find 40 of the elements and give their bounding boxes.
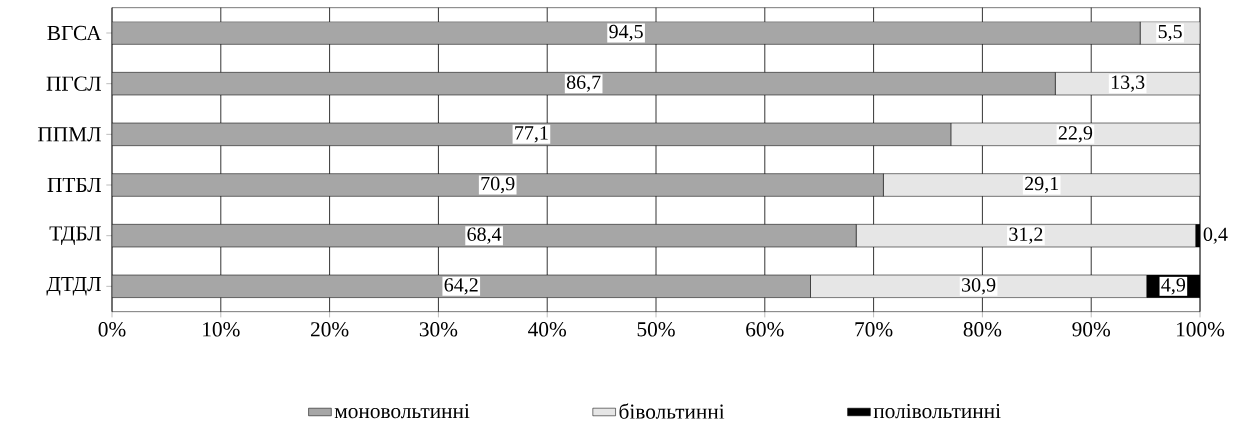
y-tick-label: ПГСЛ — [46, 76, 101, 91]
bar — [112, 72, 1056, 96]
x-tick-label: 30% — [419, 322, 458, 337]
data-label: 5,5 — [1158, 24, 1182, 42]
x-tick-label: 100% — [1177, 322, 1225, 337]
x-tick-label: 70% — [855, 322, 893, 337]
data-label: 94,5 — [609, 24, 643, 42]
x-tick-label: 80% — [963, 322, 1002, 337]
x-tick-label: 10% — [203, 322, 240, 337]
data-label: 22,9 — [1058, 126, 1093, 143]
data-label: 86,7 — [566, 75, 601, 92]
data-label: 0,4 — [1203, 227, 1228, 244]
x-tick-label: 20% — [311, 322, 349, 337]
x-tick-label: 0% — [98, 322, 126, 337]
data-label: 13,3 — [1111, 75, 1145, 92]
legend-label: полівольтинні — [873, 403, 1001, 419]
x-tick-label: 90% — [1072, 322, 1111, 337]
bar — [112, 173, 884, 197]
y-tick-label: ДТДЛ — [46, 277, 101, 296]
data-label: 30,9 — [962, 278, 996, 295]
y-tick-label: ТДБЛ — [49, 226, 101, 245]
bar — [112, 224, 857, 248]
data-label: 64,2 — [444, 278, 478, 295]
bar — [112, 21, 1141, 45]
y-tick-label: ПТБЛ — [47, 177, 101, 193]
y-tick-label: ВГСА — [47, 25, 102, 41]
bar — [112, 122, 952, 146]
data-label: 31,2 — [1009, 227, 1043, 244]
data-label: 68,4 — [467, 227, 502, 244]
data-label: 77,1 — [515, 126, 548, 143]
legend-label: бівольтинні — [619, 403, 725, 419]
bar — [112, 274, 811, 298]
x-tick-label: 40% — [528, 322, 567, 337]
x-tick-label: 60% — [746, 322, 784, 337]
x-tick-label: 50% — [637, 322, 675, 337]
data-label: 70,9 — [481, 176, 515, 194]
data-label: 29,1 — [1025, 176, 1059, 194]
legend-label: моновольтинні — [334, 403, 470, 419]
y-tick-label: ППМЛ — [37, 127, 101, 142]
data-label: 4,9 — [1161, 278, 1186, 295]
